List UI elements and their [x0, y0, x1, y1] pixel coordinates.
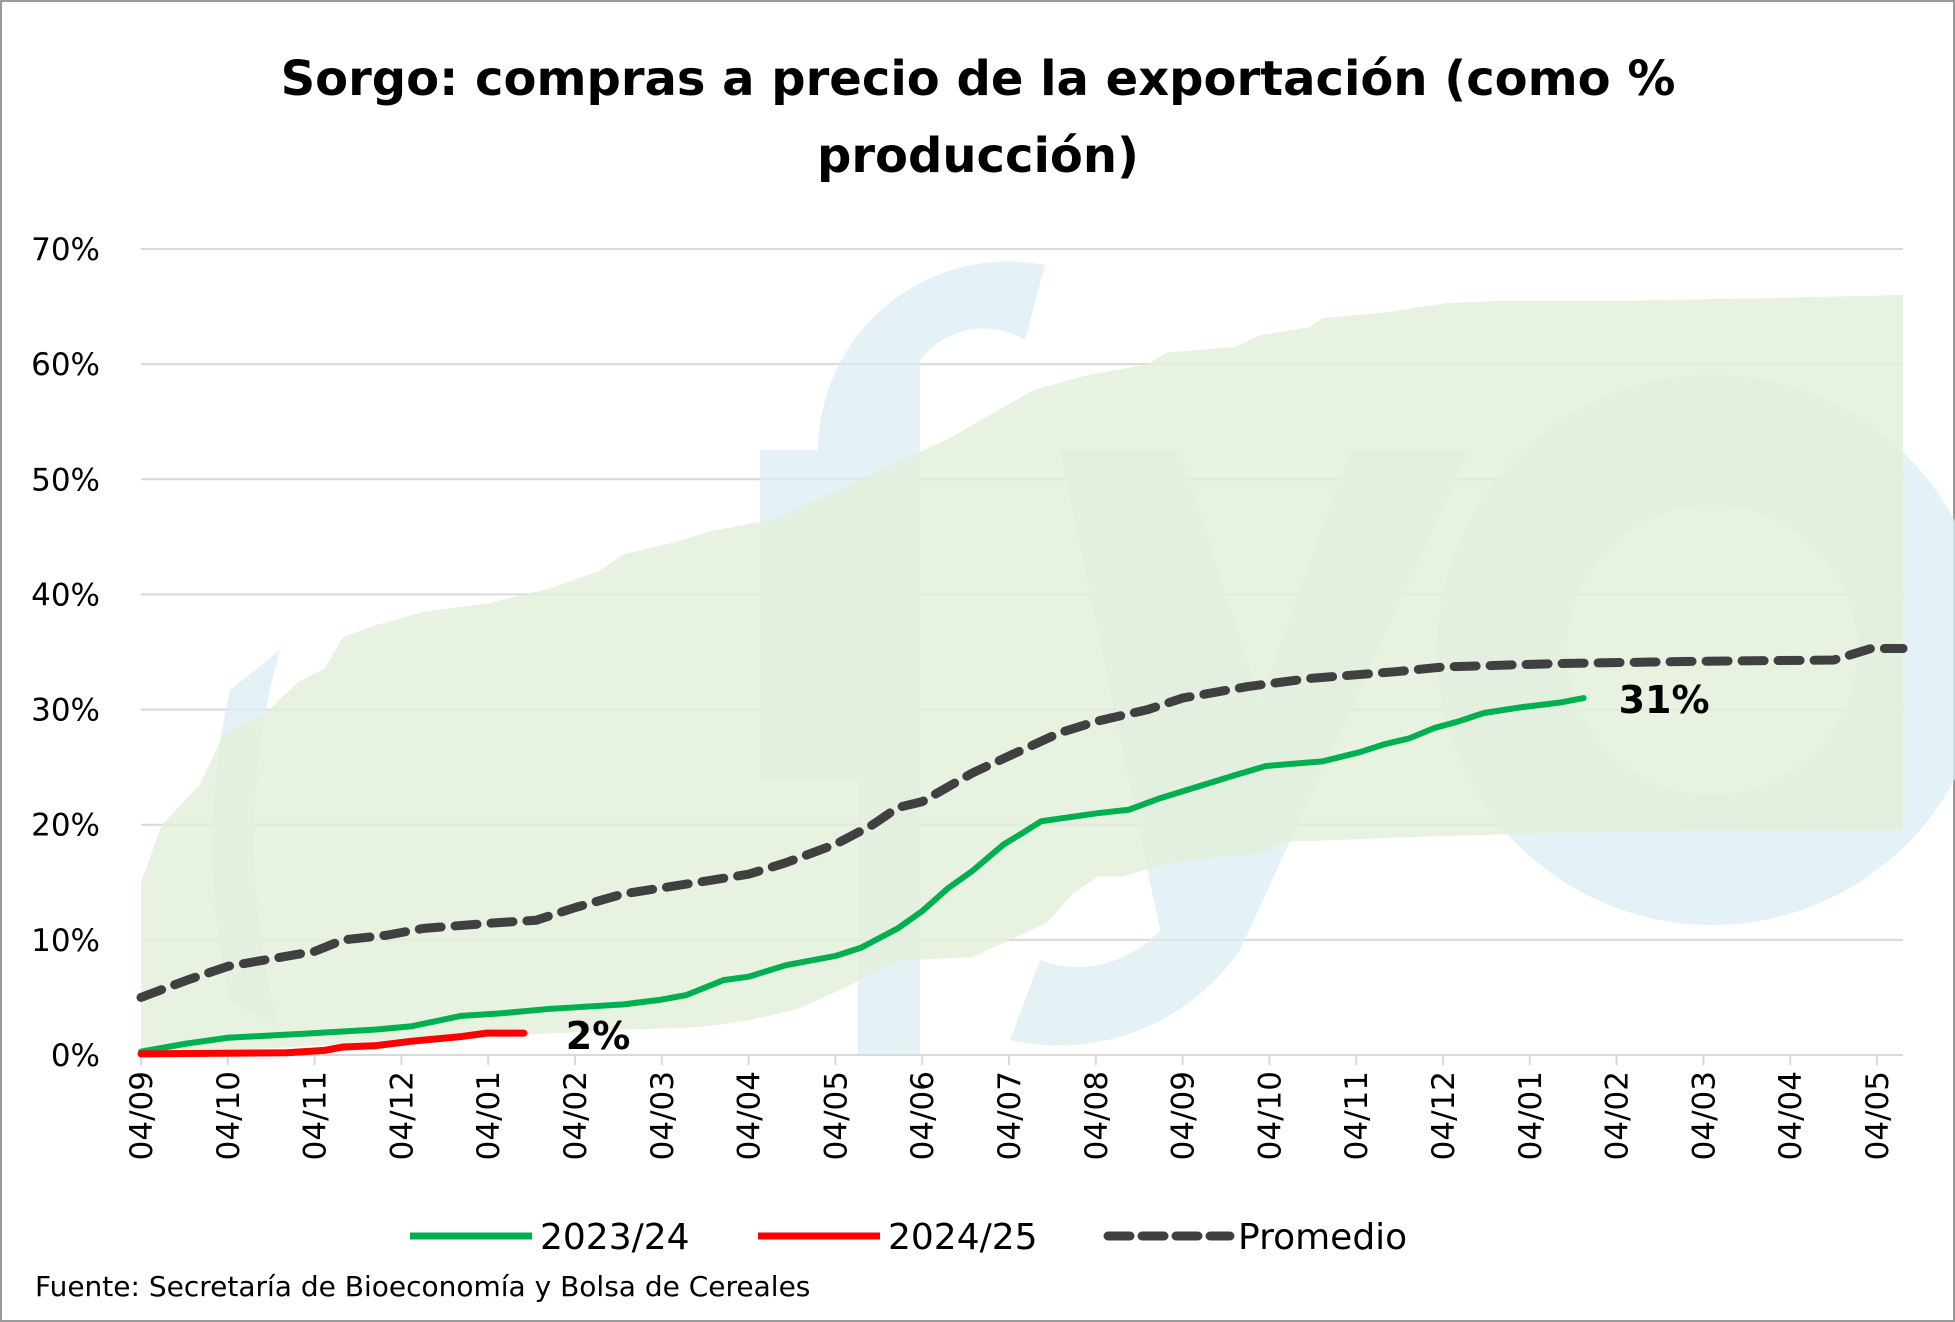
x-tick-label: 04/03 [645, 1071, 681, 1160]
series-line-2024-25 [137, 1029, 528, 1058]
x-tick-label: 04/10 [1252, 1071, 1288, 1160]
end-label-2023-24: 31% [1619, 678, 1710, 722]
x-tick-label: 04/11 [298, 1071, 334, 1160]
legend-label-promedio: Promedio [1238, 1217, 1407, 1258]
legend-item-promedio[interactable]: Promedio [1103, 1217, 1407, 1258]
y-tick-label: 60% [31, 347, 100, 383]
series-layer [136, 644, 1908, 1058]
x-tick-label: 04/03 [1686, 1071, 1722, 1160]
x-tick-label: 04/10 [211, 1071, 247, 1160]
x-tick-label: 04/12 [384, 1071, 420, 1160]
x-tick-label: 04/04 [1773, 1071, 1809, 1160]
x-tick-label: 04/01 [1513, 1071, 1549, 1160]
legend-item-2023-24[interactable]: 2023/24 [410, 1217, 690, 1258]
x-tick-label: 04/05 [818, 1071, 854, 1160]
x-tick-label: 04/09 [1166, 1071, 1202, 1160]
series-line-promedio [136, 644, 1908, 1002]
x-tick-label: 04/06 [905, 1071, 941, 1160]
legend-item-2024-25[interactable]: 2024/25 [758, 1217, 1038, 1258]
range-band-area [141, 295, 1904, 1055]
y-tick-label: 40% [31, 577, 100, 613]
x-tick-label: 04/09 [124, 1071, 160, 1160]
y-tick-label: 50% [31, 462, 100, 498]
legend-label-2023-24: 2023/24 [540, 1217, 690, 1258]
series-line-2023-24 [138, 695, 1587, 1055]
legend-label-2024-25: 2024/25 [888, 1217, 1038, 1258]
x-tick-label: 04/12 [1426, 1071, 1462, 1160]
x-tick-label: 04/01 [471, 1071, 507, 1160]
x-tick-label: 04/04 [732, 1071, 768, 1160]
source-note: Fuente: Secretaría de Bioeconomía y Bols… [35, 1270, 810, 1303]
x-tick-label: 04/02 [1600, 1071, 1636, 1160]
y-tick-label: 70% [31, 232, 100, 268]
y-tick-label: 20% [31, 808, 100, 844]
legend: 2023/24 2024/25 Promedio [410, 1217, 1407, 1258]
chart-title-line-2: producción) [817, 128, 1139, 184]
axes: 0% 10% 20% 30% 40% 50% 60% 70% 04/09 04/10 04/11 04… [31, 232, 1903, 1160]
x-tick-label: 04/02 [558, 1071, 594, 1160]
x-tick-label: 04/11 [1339, 1071, 1375, 1160]
y-tick-label: 0% [51, 1038, 100, 1074]
y-tick-label: 10% [31, 923, 100, 959]
x-tick-label: 04/05 [1860, 1071, 1896, 1160]
x-tick-label: 04/07 [992, 1071, 1028, 1160]
range-band [141, 295, 1904, 1055]
x-tick-label: 04/08 [1079, 1071, 1115, 1160]
end-label-2024-25: 2% [566, 1014, 631, 1058]
y-tick-label: 30% [31, 693, 100, 729]
chart-title-line-1: Sorgo: compras a precio de la exportació… [281, 51, 1676, 107]
